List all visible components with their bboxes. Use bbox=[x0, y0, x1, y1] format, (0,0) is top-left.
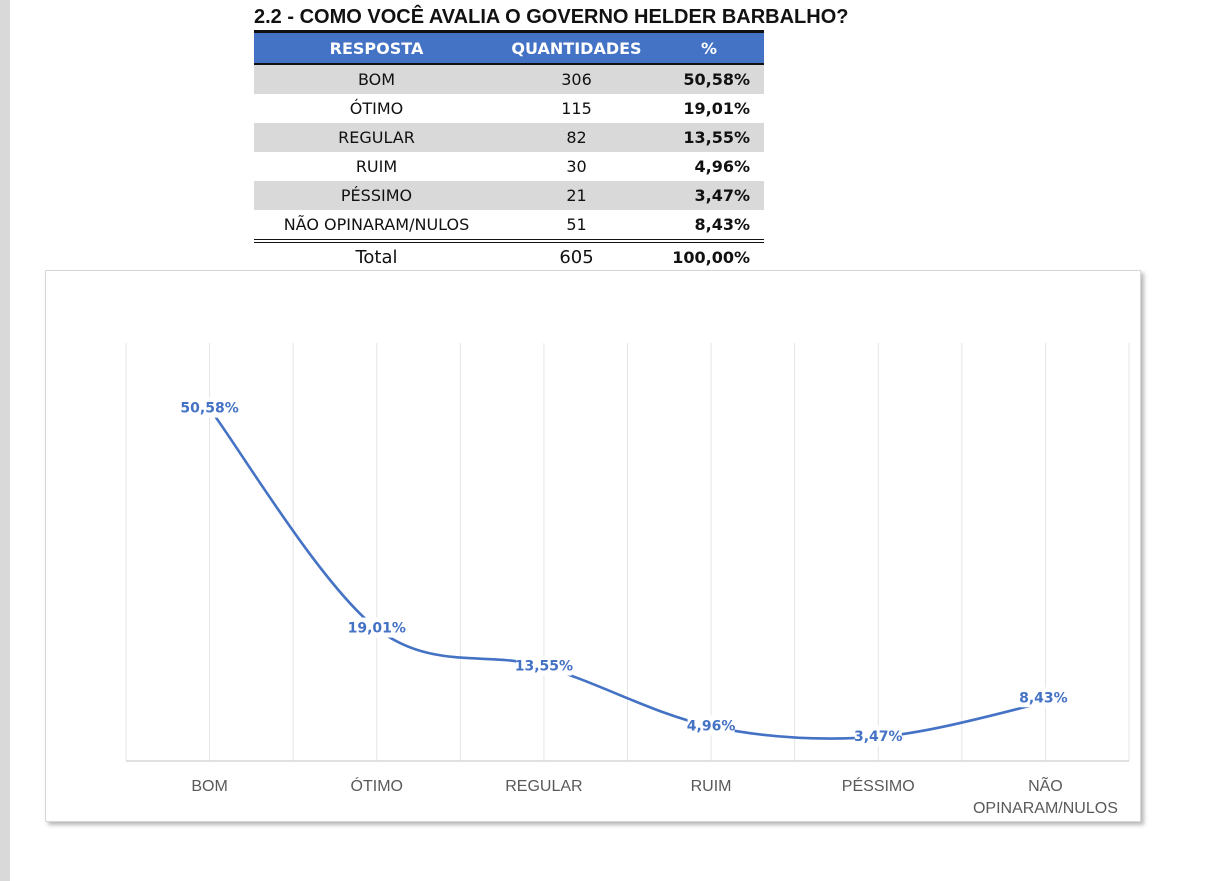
x-tick-label: REGULAR bbox=[505, 778, 582, 795]
x-tick-label-line: RUIM bbox=[691, 778, 732, 795]
x-tick-label-line: BOM bbox=[191, 778, 227, 795]
total-label: Total bbox=[254, 241, 499, 274]
data-label: 19,01% bbox=[348, 621, 406, 637]
header-resposta: RESPOSTA bbox=[254, 30, 499, 65]
data-label-background bbox=[181, 397, 238, 418]
data-label: 13,55% bbox=[515, 659, 573, 675]
line-chart: 50,58% 19,01% 13,55% 4,96% 3,47% 8,43% BOM ÓTIM… bbox=[45, 270, 1141, 822]
page-title: 2.2 - COMO VOCÊ AVALIA O GOVERNO HELDER … bbox=[254, 6, 849, 28]
x-tick-label-line: REGULAR bbox=[505, 778, 582, 795]
x-tick-label-line: PÉSSIMO bbox=[842, 776, 915, 795]
data-label: 8,43% bbox=[1019, 690, 1068, 706]
row-quantidade: 306 bbox=[499, 64, 654, 94]
x-tick-label: RUIM bbox=[691, 778, 732, 795]
row-percent: 8,43% bbox=[654, 210, 764, 243]
table-row: PÉSSIMO 21 3,47% bbox=[254, 181, 764, 210]
row-resposta: PÉSSIMO bbox=[254, 181, 499, 210]
total-percent: 100,00% bbox=[654, 241, 764, 274]
row-resposta: ÓTIMO bbox=[349, 99, 404, 118]
table-row: ÓTIMO 115 19,01% bbox=[254, 94, 764, 123]
table-row: BOM 306 50,58% bbox=[254, 64, 764, 94]
page-left-edge bbox=[0, 0, 10, 881]
data-label-background bbox=[348, 617, 405, 638]
row-percent: 4,96% bbox=[694, 157, 750, 176]
header-percent: % bbox=[654, 30, 764, 65]
row-percent: 3,47% bbox=[654, 181, 764, 210]
table-row: REGULAR 82 13,55% bbox=[254, 123, 764, 152]
chart-svg: 50,58% 19,01% 13,55% 4,96% 3,47% 8,43% BOM ÓTIM… bbox=[125, 343, 1130, 817]
row-resposta: NÃO OPINARAM/NULOS bbox=[254, 210, 499, 243]
data-label: 4,96% bbox=[687, 718, 736, 734]
table-row: NÃO OPINARAM/NULOS 51 8,43% bbox=[254, 210, 764, 243]
total-quantidade: 605 bbox=[499, 241, 654, 274]
table-header-row: RESPOSTA QUANTIDADES % bbox=[254, 30, 764, 65]
row-percent: 13,55% bbox=[654, 123, 764, 152]
x-tick-label-line: ÓTIMO bbox=[351, 776, 403, 795]
row-quantidade: 21 bbox=[499, 181, 654, 210]
table-total-row: Total 605 100,00% bbox=[254, 241, 764, 274]
x-tick-label-line: OPINARAM/NULOS bbox=[973, 800, 1118, 817]
row-quantidade: 30 bbox=[566, 157, 587, 176]
x-tick-label: NÃO OPINARAM/NULOS bbox=[973, 775, 1118, 817]
data-label: 3,47% bbox=[854, 729, 903, 745]
header-quantidades: QUANTIDADES bbox=[499, 30, 654, 65]
x-tick-label-line: NÃO bbox=[1028, 775, 1063, 795]
row-quantidade: 115 bbox=[561, 99, 592, 118]
row-percent: 50,58% bbox=[654, 64, 764, 94]
row-resposta: RUIM bbox=[355, 157, 398, 176]
row-resposta: REGULAR bbox=[254, 123, 499, 152]
row-resposta: BOM bbox=[254, 64, 499, 94]
data-label-background bbox=[516, 655, 572, 676]
data-label-background bbox=[687, 715, 735, 736]
table-row: RUIM 30 4,96% bbox=[254, 152, 764, 181]
x-tick-label: BOM bbox=[191, 778, 227, 795]
results-table: RESPOSTA QUANTIDADES % BOM 306 50,58% ÓT… bbox=[254, 30, 764, 274]
row-quantidade: 51 bbox=[499, 210, 654, 243]
x-tick-label: ÓTIMO bbox=[351, 776, 403, 795]
data-label-background bbox=[1019, 687, 1067, 708]
data-label-background bbox=[854, 725, 902, 746]
row-quantidade: 82 bbox=[499, 123, 654, 152]
row-percent: 19,01% bbox=[683, 99, 750, 118]
data-label: 50,58% bbox=[180, 401, 238, 417]
x-tick-label: PÉSSIMO bbox=[842, 776, 915, 795]
